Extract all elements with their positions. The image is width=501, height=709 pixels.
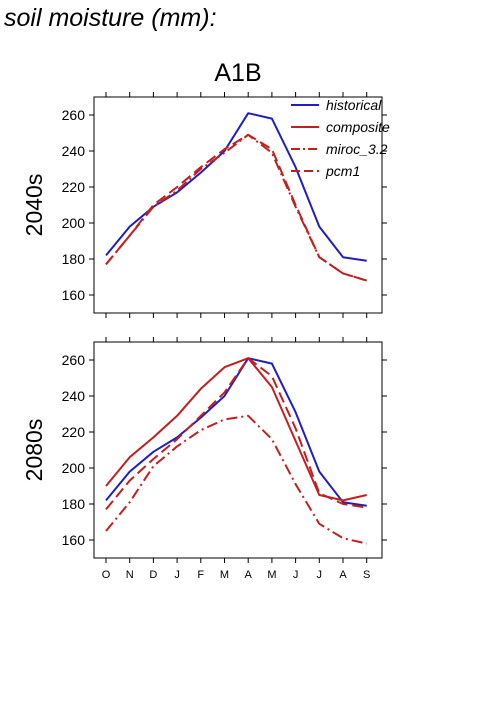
y-tick-label: 220 <box>62 424 86 440</box>
page-title: soil moisture (mm): <box>4 4 217 32</box>
chart-title: A1B <box>214 59 261 87</box>
legend-label-pcm1: pcm1 <box>325 163 360 179</box>
x-tick-label: J <box>317 569 323 581</box>
x-tick-label: M <box>220 569 229 581</box>
y-tick-label: 180 <box>62 496 86 512</box>
x-tick-label: A <box>339 569 347 581</box>
series-line-historical-2040s <box>105 112 367 262</box>
y-tick-label: 220 <box>62 179 86 195</box>
x-tick-label: O <box>102 569 111 581</box>
series-line-pcm1-2080s <box>105 357 367 511</box>
series-line-miroc-3-2-2080s <box>105 414 367 545</box>
legend-label-historical: historical <box>326 97 382 113</box>
x-tick-label: N <box>126 569 134 581</box>
x-tick-label: M <box>267 569 276 581</box>
plot-frame-2080s <box>93 341 383 559</box>
series-line-pcm1-2040s <box>105 133 367 282</box>
plot-layer: 160 180 200 220 240 260 2040s 160 180 200 220 240 26… <box>21 92 390 581</box>
x-tick-label: F <box>197 569 204 581</box>
y-tick-label: 160 <box>62 287 86 303</box>
y-tick-label: 260 <box>62 107 86 123</box>
y-tick-label: 260 <box>62 352 86 368</box>
x-tick-label: J <box>174 569 180 581</box>
y-tick-label: 240 <box>62 143 86 159</box>
x-tick-label: D <box>149 569 157 581</box>
series-line-historical-2080s <box>105 357 367 507</box>
y-tick-label: 200 <box>62 215 86 231</box>
y-tick-label: 200 <box>62 460 86 476</box>
x-tick-label: J <box>293 569 299 581</box>
y-tick-label: 160 <box>62 532 86 548</box>
x-tick-label: A <box>245 569 253 581</box>
legend-label-composite: composite <box>326 119 390 135</box>
legend-label-miroc-3-2: miroc_3.2 <box>326 141 388 157</box>
y-tick-label: 240 <box>62 388 86 404</box>
panel-label-2040s: 2040s <box>21 174 47 237</box>
panel-label-2080s: 2080s <box>21 419 47 482</box>
x-tick-label: S <box>363 569 370 581</box>
y-tick-label: 180 <box>62 251 86 267</box>
plot-frame-2040s <box>93 96 383 314</box>
